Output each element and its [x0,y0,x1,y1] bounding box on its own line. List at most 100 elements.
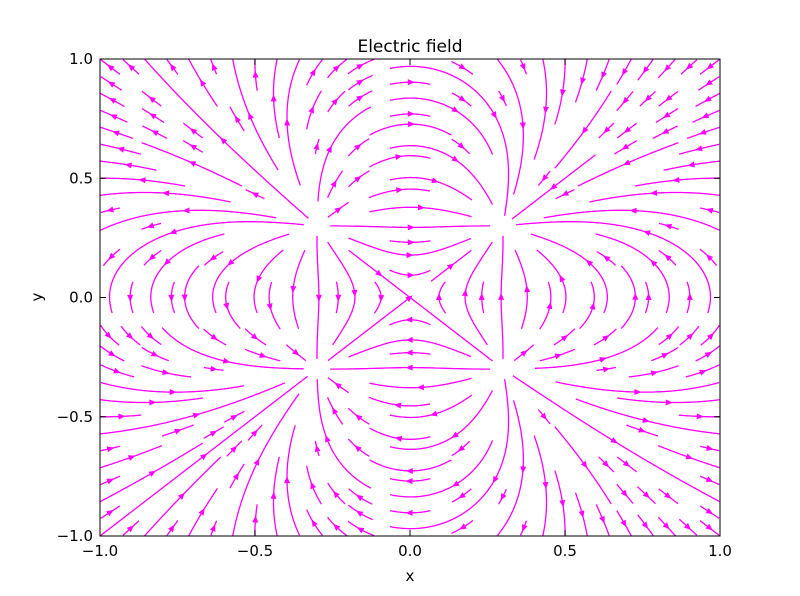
streamline-arrow [330,180,337,188]
streamline-arrow [705,207,714,214]
streamline [389,379,510,530]
streamline [496,400,525,536]
streamline-arrow [407,224,415,231]
streamline-arrow [248,112,254,120]
streamline-arrow [541,174,549,182]
streamline [100,382,286,435]
streamline-arrow [232,472,239,481]
streamline-arrow [151,130,159,137]
streamline-arrow [546,301,553,310]
streamline-arrow [578,510,585,518]
streamline-arrow [543,106,549,114]
streamline-arrow [126,525,134,533]
streamline-arrow [407,110,415,117]
streamline-arrow [405,364,413,371]
streamline-arrow [638,426,646,433]
streamline-arrow [687,161,695,168]
streamline-arrow [457,142,465,149]
streamline [516,221,712,314]
streamline-arrow [706,62,714,70]
streamline-arrow [168,294,175,302]
streamline-arrow [104,331,112,339]
streamline-arrow [554,353,562,360]
streamline [161,327,304,370]
streamline-arrow [602,460,610,468]
streamline-arrow [162,190,170,197]
streamline-arrow [683,523,692,530]
streamline-arrow [664,223,673,230]
streamline-arrow [492,475,499,484]
streamline-arrow [138,177,146,184]
streamline-arrow [284,476,291,484]
streamline-arrow [622,460,631,467]
streamline-arrow [645,292,652,300]
streamline-arrow [227,258,235,266]
streamline-arrow [706,445,714,451]
streamline-arrow [356,79,364,86]
streamline-arrow [498,292,505,300]
y-axis-label: y [28,292,46,301]
streamline-arrow [150,350,159,357]
streamline-arrow [163,258,172,266]
streamline [389,390,494,450]
streamline-arrow [705,476,714,482]
streamline-arrow [106,509,114,517]
streamline-arrow [148,96,156,104]
streamline-arrow [589,302,596,310]
streamline-arrow [125,332,134,340]
streamline-arrow [519,63,526,71]
streamline-arrow [378,294,385,302]
streamline-arrow [266,303,273,311]
streamline-arrow [169,228,177,235]
streamline-arrow [356,63,364,70]
streamline-arrow [602,334,610,342]
streamline-arrow [128,64,136,72]
streamline-arrow [622,96,630,105]
streamline-arrow [643,230,651,237]
streamline-arrow [292,348,300,356]
streamline-arrow [313,142,320,151]
streamline-arrow [706,332,714,340]
streamline-arrow [107,64,115,72]
streamline-arrow [182,207,190,214]
streamline-arrow [168,524,175,533]
streamline-arrow [542,481,549,490]
streamline-arrow [642,491,650,499]
streamline-arrow [560,334,569,342]
streamline-arrow [696,413,704,420]
streamline-arrow [209,524,216,532]
streamline-arrow [623,159,631,165]
streamline-arrow [446,263,455,271]
streamline-arrow [333,523,341,531]
streamline-arrow [650,370,659,377]
y-tick-label: 0.5 [69,169,93,187]
streamline-arrow [309,68,316,77]
streamline-arrow [601,71,607,79]
streamline-arrow [705,523,713,531]
streamline [464,241,493,346]
x-tick-label: 0.0 [398,542,422,560]
streamlines [99,58,721,537]
streamline-arrow [223,302,229,311]
streamline-arrow [334,382,342,390]
streamline [389,65,510,216]
streamline-arrow [458,95,466,102]
streamline-arrow [162,369,170,375]
streamline-arrow [209,430,218,437]
streamline-arrow [407,239,415,246]
streamline-arrow [407,272,415,279]
streamline [496,59,525,195]
streamline [212,233,290,314]
streamline-arrow [270,94,277,102]
streamline-arrow [253,458,260,466]
streamline-arrow [603,255,611,262]
streamline-arrow [642,417,650,423]
streamline-arrow [686,332,694,341]
streamline-arrow [405,509,413,516]
streamline-arrow [290,285,297,294]
streamline [534,327,659,369]
streamline-arrow [230,445,238,453]
streamline-arrow [124,162,133,169]
streamline-arrow [599,515,605,524]
